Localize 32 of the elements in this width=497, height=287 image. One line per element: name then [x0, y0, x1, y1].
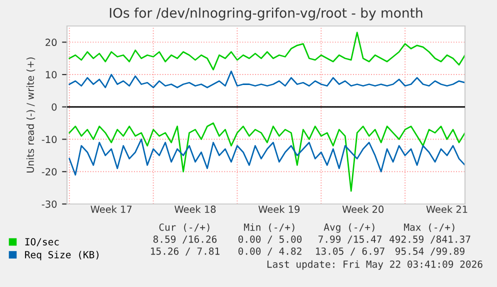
x-tick-label: Week 20 — [342, 205, 384, 213]
y-tick-label: -30 — [42, 200, 57, 208]
x-tick-label: Week 17 — [90, 205, 132, 213]
y-tick-label: 20 — [46, 38, 57, 46]
text: 15.26 / 7.81 — [151, 247, 220, 256]
text: 0.00 / 4.82 — [238, 247, 302, 256]
y-tick-label: 0 — [52, 103, 57, 111]
line-series — [68, 138, 465, 176]
text: 492.59 /841.37 — [390, 235, 470, 244]
text: 0.00 / 5.00 — [238, 235, 302, 244]
legend-label: Req Size (KB) — [25, 250, 98, 260]
text: Cur (-/+) — [159, 223, 210, 232]
line-series — [68, 70, 465, 88]
line-series — [68, 122, 465, 192]
text: 8.59 /16.26 — [153, 235, 217, 244]
text: 95.54 /99.89 — [395, 247, 464, 256]
text: Last update: Fri May 22 03:41:09 2026 — [267, 260, 482, 270]
text: 13.05 / 6.97 — [316, 247, 384, 256]
y-tick-label: 10 — [46, 71, 57, 78]
y-tick-label: -10 — [42, 136, 57, 144]
line-series — [68, 32, 465, 70]
text: 7.99 /15.47 — [318, 235, 382, 244]
legend-label: IO/sec — [25, 238, 59, 246]
text: Avg (-/+) — [324, 223, 374, 233]
y-axis-title: Units read (-) / write (+) — [26, 57, 36, 173]
text: Max (-/+) — [404, 223, 454, 232]
text: Min (-/+) — [244, 223, 294, 232]
chart-title: IOs for /dev/nlnogring-grifon-vg/root - by month — [110, 8, 422, 20]
x-tick-label: Week 18 — [174, 205, 216, 213]
x-tick-label: Week 19 — [258, 205, 300, 213]
x-tick-label: Week 21 — [426, 205, 468, 213]
y-tick-label: -20 — [42, 168, 57, 176]
